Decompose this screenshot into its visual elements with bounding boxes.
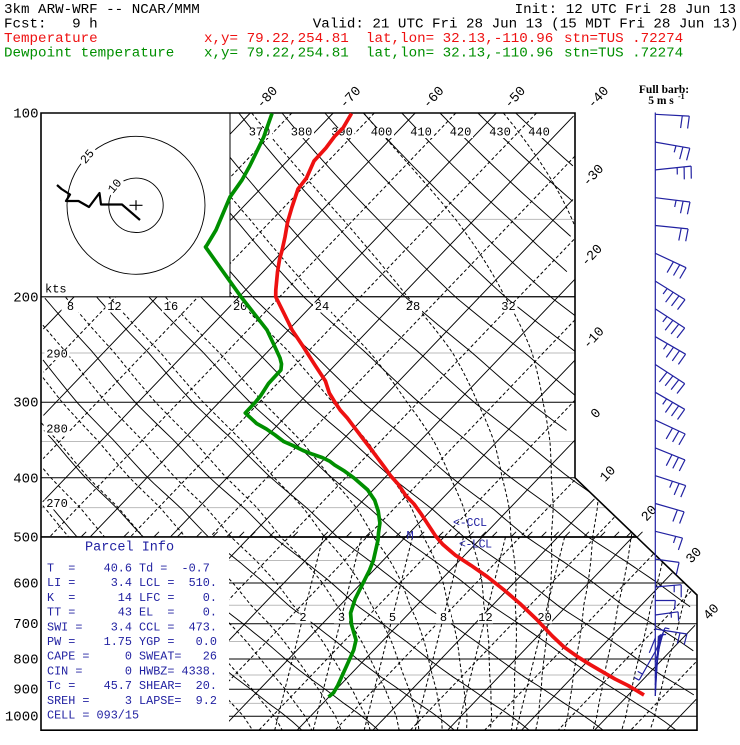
svg-text:900: 900 bbox=[13, 683, 38, 699]
svg-text:280: 280 bbox=[46, 423, 68, 437]
svg-text:28: 28 bbox=[406, 300, 420, 314]
svg-text:kts: kts bbox=[45, 283, 67, 297]
svg-text:stn=TUS .72274: stn=TUS .72274 bbox=[564, 46, 683, 62]
svg-text:TT = 43 EL = 0.: TT = 43 EL = 0. bbox=[47, 606, 217, 620]
svg-text:<-LCL: <-LCL bbox=[459, 539, 492, 552]
svg-text:440: 440 bbox=[528, 126, 550, 140]
svg-text:100: 100 bbox=[13, 107, 38, 123]
svg-text:CIN = 0 HWBZ= 4338.: CIN = 0 HWBZ= 4338. bbox=[47, 664, 217, 678]
svg-text:Valid: 21 UTC Fri 28 Jun 13 (1: Valid: 21 UTC Fri 28 Jun 13 (15 MDT Fri … bbox=[313, 17, 739, 33]
svg-text:SREH = 3 LAPSE= 9.2: SREH = 3 LAPSE= 9.2 bbox=[47, 694, 217, 708]
svg-text:290: 290 bbox=[46, 348, 68, 362]
svg-text:12: 12 bbox=[107, 300, 121, 314]
svg-text:200: 200 bbox=[13, 290, 38, 306]
svg-text:420: 420 bbox=[450, 126, 472, 140]
svg-text:x,y= 79.22,254.81: x,y= 79.22,254.81 bbox=[204, 31, 349, 47]
svg-text:T = 40.6 Td = -0.7: T = 40.6 Td = -0.7 bbox=[47, 562, 210, 576]
svg-text:1000: 1000 bbox=[5, 710, 39, 726]
svg-text:-1: -1 bbox=[678, 92, 685, 101]
svg-text:CAPE = 0 SWEAT= 26: CAPE = 0 SWEAT= 26 bbox=[47, 650, 217, 664]
svg-text:430: 430 bbox=[489, 126, 511, 140]
svg-text:5 m s: 5 m s bbox=[648, 95, 674, 107]
svg-text:Parcel Info: Parcel Info bbox=[85, 541, 174, 556]
svg-text:SWI = 3.4 CCL = 473.: SWI = 3.4 CCL = 473. bbox=[47, 620, 217, 634]
svg-text:8: 8 bbox=[67, 300, 74, 314]
svg-text:380: 380 bbox=[291, 126, 313, 140]
svg-text:3km ARW-WRF -- NCAR/MMM: 3km ARW-WRF -- NCAR/MMM bbox=[4, 2, 200, 18]
svg-text:Temperature: Temperature bbox=[4, 31, 98, 47]
svg-text:700: 700 bbox=[13, 617, 38, 633]
svg-text:16: 16 bbox=[164, 300, 178, 314]
svg-text:5: 5 bbox=[389, 611, 396, 625]
svg-text:PW = 1.75 YGP = 0.0: PW = 1.75 YGP = 0.0 bbox=[47, 635, 217, 649]
svg-text:LI = 3.4 LCL = 510.: LI = 3.4 LCL = 510. bbox=[47, 576, 217, 590]
svg-text:500: 500 bbox=[13, 531, 38, 547]
svg-text:M: M bbox=[407, 529, 414, 543]
svg-text:24: 24 bbox=[315, 300, 329, 314]
svg-text:Full barb:: Full barb: bbox=[639, 84, 689, 96]
svg-text:410: 410 bbox=[410, 126, 432, 140]
svg-text:Fcst: 9 h: Fcst: 9 h bbox=[4, 17, 98, 33]
svg-text:2: 2 bbox=[299, 611, 306, 625]
svg-text:400: 400 bbox=[13, 471, 38, 487]
svg-text:8: 8 bbox=[440, 611, 447, 625]
svg-text:CELL = 093/15: CELL = 093/15 bbox=[47, 709, 139, 723]
svg-text:20: 20 bbox=[233, 300, 247, 314]
svg-text:32: 32 bbox=[501, 300, 515, 314]
svg-text:600: 600 bbox=[13, 577, 38, 593]
svg-text:800: 800 bbox=[13, 653, 38, 669]
svg-text:stn=TUS .72274: stn=TUS .72274 bbox=[564, 31, 683, 47]
svg-text:Dewpoint temperature: Dewpoint temperature bbox=[4, 46, 174, 62]
svg-text:lat,lon= 32.13,-110.96: lat,lon= 32.13,-110.96 bbox=[366, 46, 553, 62]
svg-text:Init: 12 UTC Fri 28 Jun 13: Init: 12 UTC Fri 28 Jun 13 bbox=[515, 2, 736, 18]
svg-text:x,y= 79.22,254.81: x,y= 79.22,254.81 bbox=[204, 46, 349, 62]
svg-text:Tc = 45.7 SHEAR= 20.: Tc = 45.7 SHEAR= 20. bbox=[47, 679, 217, 693]
svg-text:270: 270 bbox=[46, 497, 68, 511]
svg-text:12: 12 bbox=[478, 611, 492, 625]
svg-text:300: 300 bbox=[13, 396, 38, 412]
svg-text:<-CCL: <-CCL bbox=[453, 517, 487, 530]
svg-text:lat,lon= 32.13,-110.96: lat,lon= 32.13,-110.96 bbox=[366, 31, 553, 47]
svg-text:400: 400 bbox=[371, 126, 393, 140]
svg-text:K = 14 LFC = 0.: K = 14 LFC = 0. bbox=[47, 591, 217, 605]
svg-text:3: 3 bbox=[338, 611, 345, 625]
